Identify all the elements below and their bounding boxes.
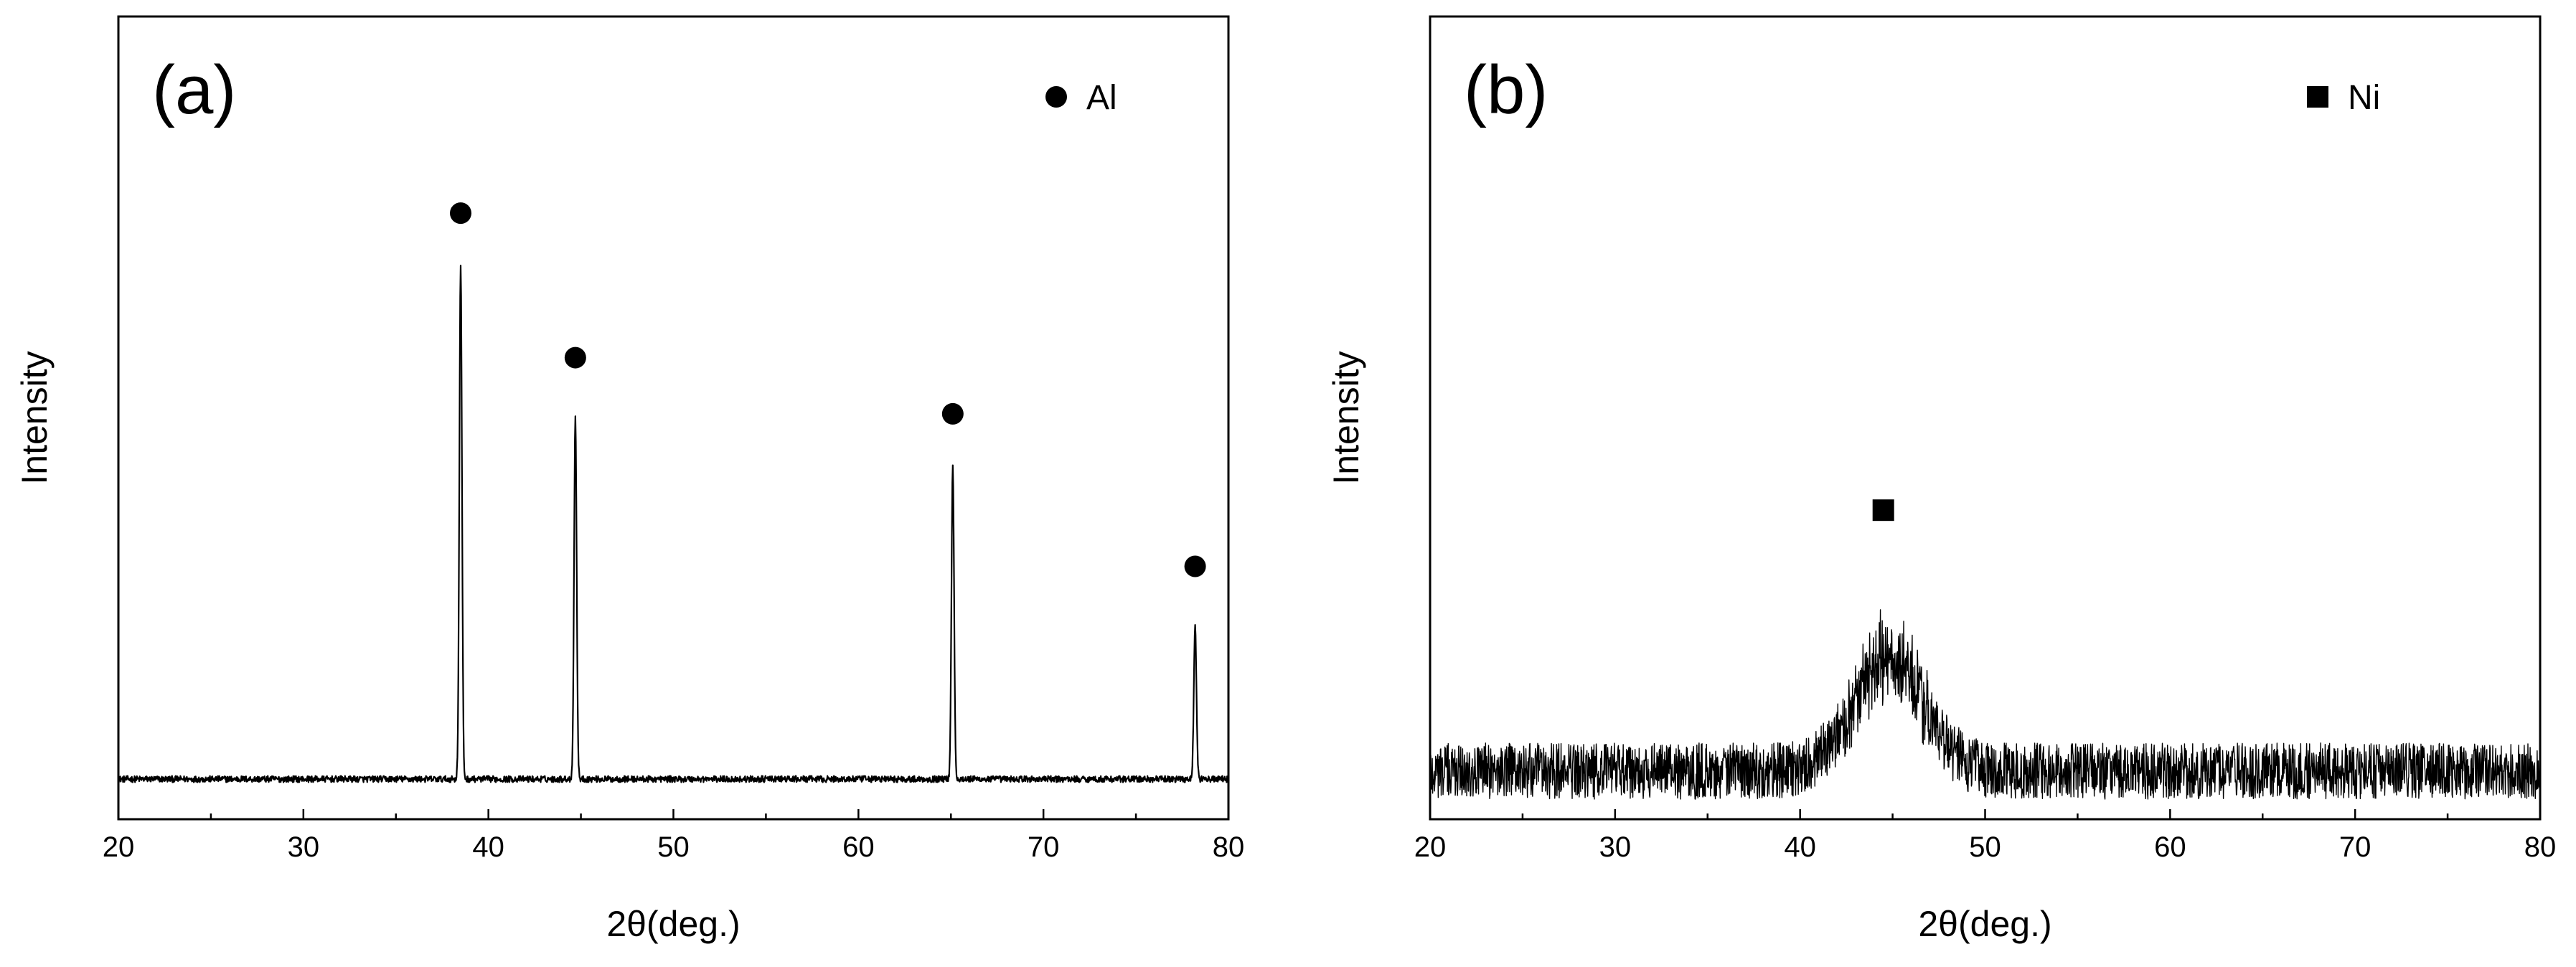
x-tick-label-70: 70 bbox=[2339, 831, 2371, 863]
x-tick-label-50: 50 bbox=[1969, 831, 2001, 863]
legend-b: Ni bbox=[2307, 79, 2380, 117]
peak-markers-a bbox=[449, 202, 1206, 577]
x-tick-label-30: 30 bbox=[1599, 831, 1632, 863]
plot-frame-b bbox=[1429, 15, 2542, 821]
x-tick-label-60: 60 bbox=[842, 831, 875, 863]
legend-circle-marker bbox=[1045, 86, 1067, 108]
panel-label-b: (b) bbox=[1464, 52, 1548, 128]
peak-marker-circle-2 bbox=[941, 402, 964, 425]
y-axis-label-a: Intensity bbox=[14, 351, 55, 484]
panel-b: 20 30 40 50 60 70 80 (b) Ni 2θ(deg.) Intensity bbox=[1326, 15, 2557, 944]
x-tick-label-20: 20 bbox=[1414, 831, 1447, 863]
panel-a: 20 30 40 50 60 70 80 (a) Al 2θ(deg.) Intensity bbox=[14, 15, 1245, 944]
peak-marker-circle-0 bbox=[449, 202, 471, 225]
pattern-series-b bbox=[1429, 609, 2541, 800]
legend-label-ni: Ni bbox=[2348, 79, 2380, 117]
peak-markers-b bbox=[1872, 499, 1894, 522]
x-tick-label-50: 50 bbox=[657, 831, 690, 863]
x-tick-label-60: 60 bbox=[2154, 831, 2186, 863]
y-axis-label-b: Intensity bbox=[1326, 351, 1366, 484]
panel-label-a: (a) bbox=[152, 52, 236, 128]
x-tick-label-80: 80 bbox=[2524, 831, 2557, 863]
x-tick-label-80: 80 bbox=[1213, 831, 1245, 863]
x-ticks-b: 20 30 40 50 60 70 80 bbox=[1414, 809, 2557, 863]
x-axis-label-b: 2θ(deg.) bbox=[1918, 904, 2051, 944]
x-ticks-a: 20 30 40 50 60 70 80 bbox=[103, 809, 1245, 863]
x-axis-label-a: 2θ(deg.) bbox=[606, 904, 740, 944]
plot-frame-a bbox=[117, 15, 1230, 821]
peak-marker-square-0 bbox=[1872, 499, 1894, 522]
peak-marker-circle-1 bbox=[564, 346, 586, 369]
xrd-pattern-line-al bbox=[118, 265, 1230, 783]
pattern-series-a bbox=[118, 265, 1230, 783]
x-tick-label-70: 70 bbox=[1028, 831, 1060, 863]
legend-a: Al bbox=[1045, 79, 1117, 117]
xrd-pattern-line-ni bbox=[1429, 609, 2541, 800]
x-tick-label-30: 30 bbox=[288, 831, 320, 863]
legend-square-marker bbox=[2307, 86, 2328, 108]
x-tick-label-40: 40 bbox=[1784, 831, 1816, 863]
x-tick-label-20: 20 bbox=[103, 831, 135, 863]
peak-marker-circle-3 bbox=[1184, 555, 1206, 577]
x-tick-label-40: 40 bbox=[472, 831, 504, 863]
legend-label-al: Al bbox=[1086, 79, 1117, 117]
